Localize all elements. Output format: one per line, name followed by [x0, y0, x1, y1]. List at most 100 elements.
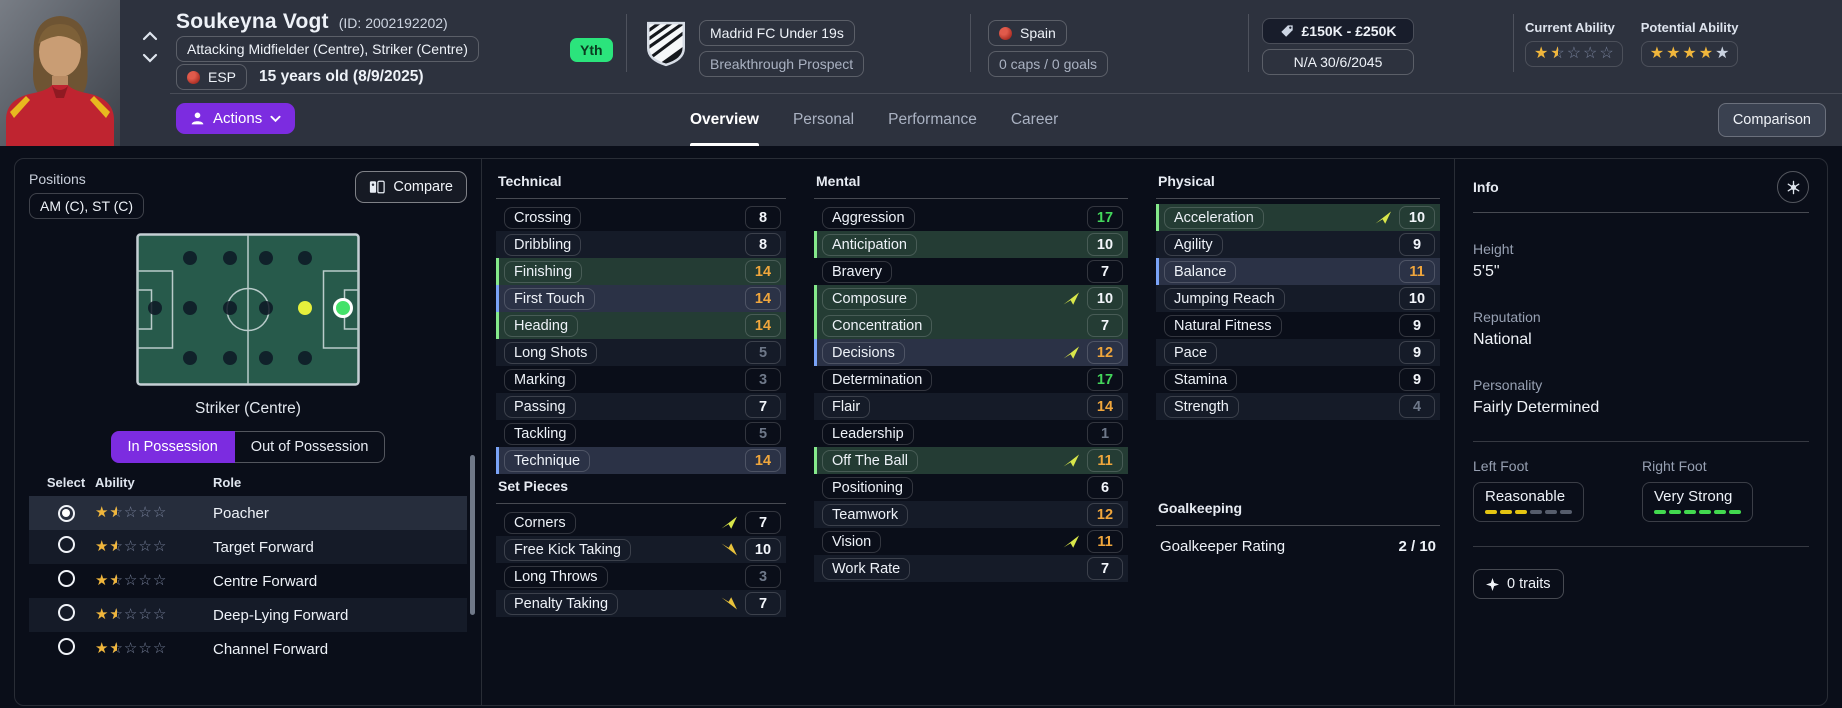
comparison-button[interactable]: Comparison — [1717, 103, 1826, 137]
tab-overview[interactable]: Overview — [690, 94, 759, 146]
attribute-label: Pace — [1164, 341, 1218, 364]
contract-expiry-badge: N/A 30/6/2045 — [1262, 49, 1414, 75]
attribute-label: Tackling — [504, 422, 577, 445]
star-icon: ☆★ — [109, 503, 124, 521]
attribute-row: Positioning 6 — [814, 474, 1128, 501]
attribute-row: Natural Fitness 9 — [1156, 312, 1440, 339]
attribute-value: 11 — [1399, 260, 1435, 283]
compare-button[interactable]: Compare — [355, 171, 467, 203]
role-name: Channel Forward — [213, 640, 329, 658]
attribute-label: Acceleration — [1164, 206, 1264, 229]
tab-performance[interactable]: Performance — [888, 111, 977, 128]
attribute-value: 8 — [745, 206, 781, 229]
role-row[interactable]: ★☆★☆☆☆Channel Forward — [29, 632, 467, 666]
foot-strength-meter — [1654, 510, 1741, 514]
right-foot-label: Right Foot — [1642, 458, 1707, 474]
role-name: Target Forward — [213, 538, 314, 556]
attribute-value: 4 — [1399, 395, 1435, 418]
attribute-label: First Touch — [504, 287, 595, 310]
role-row[interactable]: ★☆★☆☆☆Deep-Lying Forward — [29, 598, 467, 632]
previous-player-button[interactable] — [141, 30, 159, 44]
role-radio[interactable] — [57, 638, 75, 655]
attribute-value: 9 — [1399, 233, 1435, 256]
star-icon: ☆ — [123, 571, 139, 589]
star-icon: ☆ — [1599, 45, 1614, 62]
header-separator — [970, 14, 971, 72]
club-name-badge[interactable]: Madrid FC Under 19s — [699, 20, 855, 46]
attribute-value: 9 — [1399, 368, 1435, 391]
tab-personal[interactable]: Personal — [792, 111, 855, 128]
overview-panel: Positions AM (C), ST (C) Compare Striker — [14, 158, 1828, 706]
position-dot-covered — [223, 351, 237, 365]
chevron-down-icon — [270, 115, 281, 122]
star-icon: ☆ — [1566, 45, 1582, 62]
in-possession-button[interactable]: In Possession — [110, 431, 235, 463]
star-icon: ☆ — [138, 537, 153, 555]
role-radio[interactable] — [57, 504, 75, 522]
attribute-row: Teamwork 12 — [814, 501, 1128, 528]
attribute-row: Flair 14 — [814, 393, 1128, 420]
role-radio[interactable] — [57, 604, 75, 621]
attribute-label: Vision — [822, 530, 882, 553]
youth-badge: Yth — [570, 38, 613, 62]
attribute-value: 1 — [1087, 422, 1123, 445]
foot-strength-meter — [1485, 510, 1572, 514]
scrollbar-thumb[interactable] — [470, 455, 475, 615]
header-separator — [626, 14, 627, 72]
star-icon: ☆ — [152, 639, 168, 657]
star-icon: ☆ — [152, 605, 168, 623]
attribute-row: Heading 14 — [496, 312, 786, 339]
star-icon: ☆ — [138, 605, 153, 623]
person-icon — [191, 112, 204, 125]
star-icon: ★ — [1682, 45, 1697, 62]
personality-value: Fairly Determined — [1473, 399, 1600, 416]
attribute-row: Balance 11 — [1156, 258, 1440, 285]
role-row[interactable]: ★☆★☆☆☆Centre Forward — [29, 564, 467, 598]
position-dot-covered — [183, 251, 197, 265]
role-row[interactable]: ★☆★☆☆☆Target Forward — [29, 530, 467, 564]
sparkle-icon — [1486, 577, 1499, 591]
star-icon: ☆ — [123, 503, 139, 521]
actions-button[interactable]: Actions — [176, 103, 296, 134]
star-icon: ☆★ — [109, 605, 124, 623]
attribute-value: 6 — [1087, 476, 1123, 499]
out-of-possession-button[interactable]: Out of Possession — [234, 431, 386, 463]
next-player-button[interactable] — [141, 52, 159, 66]
attribute-value: 3 — [745, 565, 781, 588]
attribute-row: Finishing 14 — [496, 258, 786, 285]
attribute-label: Penalty Taking — [504, 592, 619, 615]
position-dot-covered — [259, 251, 273, 265]
star-icon: ☆ — [123, 605, 139, 623]
positions-value-badge: AM (C), ST (C) — [29, 193, 145, 219]
position-dot-covered — [223, 301, 237, 315]
attribute-row: Technique 14 — [496, 447, 786, 474]
tab-career[interactable]: Career — [1010, 111, 1059, 128]
attribute-value: 14 — [1087, 395, 1123, 418]
club-status-badge: Breakthrough Prospect — [699, 51, 865, 77]
attribute-value: 5 — [745, 422, 781, 445]
role-radio[interactable] — [57, 536, 75, 553]
reputation-label: Reputation — [1473, 309, 1541, 325]
role-radio[interactable] — [57, 570, 75, 587]
attribute-label: Teamwork — [822, 503, 909, 526]
attribute-value: 17 — [1087, 368, 1123, 391]
attribute-value: 10 — [1087, 287, 1123, 310]
current-ability-label: Current Ability — [1525, 20, 1615, 35]
position-dot-covered — [183, 301, 197, 315]
transfer-value-badge: £150K - £250K — [1262, 18, 1414, 44]
star-icon: ☆ — [152, 537, 168, 555]
attribute-analysis-button[interactable] — [1777, 171, 1809, 203]
star-icon: ☆ — [138, 571, 153, 589]
traits-button[interactable]: 0 traits — [1473, 569, 1564, 599]
player-positions-badge: Attacking Midfielder (Centre), Striker (… — [176, 36, 479, 62]
attribute-label: Work Rate — [822, 557, 911, 580]
attribute-change-arrow-icon — [1063, 453, 1080, 468]
star-icon: ☆ — [138, 639, 153, 657]
star-icon: ★ — [1534, 45, 1549, 62]
attribute-row: Pace 9 — [1156, 339, 1440, 366]
attribute-label: Finishing — [504, 260, 583, 283]
attribute-row: Off The Ball 11 — [814, 447, 1128, 474]
attribute-label: Jumping Reach — [1164, 287, 1285, 310]
attribute-value: 10 — [1087, 233, 1123, 256]
role-row[interactable]: ★☆★☆☆☆Poacher — [29, 496, 467, 530]
